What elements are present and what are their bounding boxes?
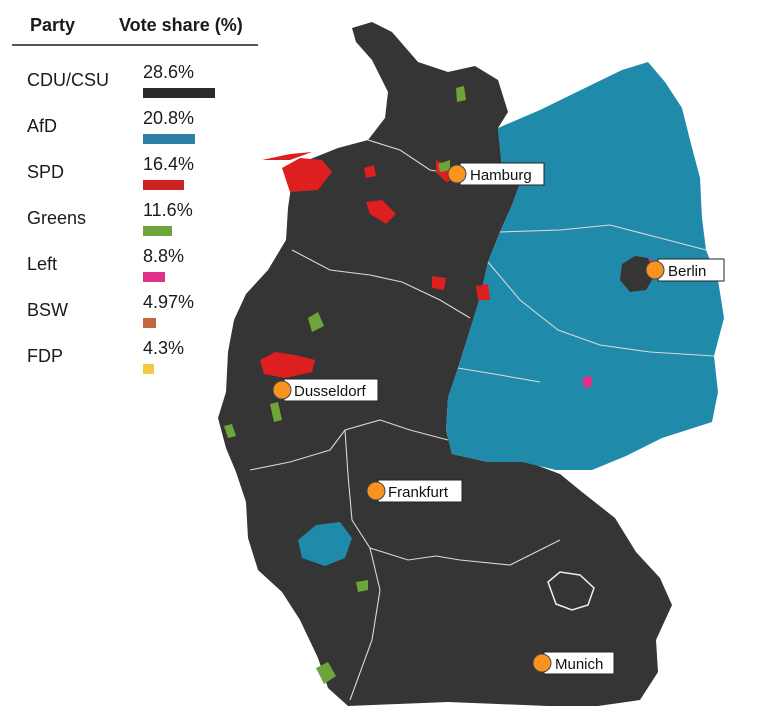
- map-regions-greens: [224, 86, 466, 684]
- vote-share-bar: [143, 180, 185, 190]
- vote-share-bar: [143, 272, 166, 282]
- legend-row-left: Left 8.8%: [12, 246, 262, 286]
- legend-row-afd: AfD 20.8%: [12, 108, 262, 148]
- city-label: Munich: [555, 656, 603, 673]
- city-marker: [532, 653, 552, 673]
- legend-row-spd: SPD 16.4%: [12, 154, 262, 194]
- vote-share-bar: [143, 134, 196, 144]
- party-vote-share: 11.6%: [143, 200, 193, 220]
- party-name: Left: [27, 254, 58, 274]
- vote-share-bar: [143, 226, 173, 236]
- city-marker: [447, 164, 467, 184]
- party-name: FDP: [27, 346, 63, 366]
- city-hamburg: Hamburg: [447, 162, 545, 186]
- party-vote-share: 4.97%: [143, 292, 195, 312]
- vote-share-bar: [143, 364, 154, 374]
- city-label: Dusseldorf: [294, 383, 367, 400]
- state-borders: [249, 139, 715, 701]
- party-name: CDU/CSU: [27, 70, 110, 90]
- party-name: AfD: [27, 116, 58, 136]
- berlin-area: [620, 256, 655, 292]
- legend-header: Party Vote share (%): [12, 12, 258, 46]
- city-label: Hamburg: [470, 167, 532, 184]
- party-name: BSW: [27, 300, 69, 320]
- legend-header-vote-share: Vote share (%): [119, 15, 243, 35]
- legend-header-party: Party: [30, 15, 76, 35]
- party-vote-share: 8.8%: [143, 246, 185, 266]
- party-name: SPD: [27, 162, 65, 182]
- party-vote-share: 20.8%: [143, 108, 195, 128]
- city-frankfurt: Frankfurt: [366, 479, 463, 503]
- city-munich: Munich: [532, 651, 615, 675]
- legend-row-fdp: FDP 4.3%: [12, 338, 262, 378]
- legend-row-greens: Greens 11.6%: [12, 200, 262, 240]
- party-vote-share: 16.4%: [143, 154, 195, 174]
- city-dusseldorf: Dusseldorf: [272, 378, 379, 402]
- city-marker: [272, 380, 292, 400]
- munich-city-outline: [547, 571, 595, 611]
- vote-share-bar: [143, 88, 215, 98]
- party-vote-share: 28.6%: [143, 62, 195, 82]
- vote-share-bar: [143, 318, 156, 328]
- city-label: Frankfurt: [388, 484, 449, 501]
- party-name: Greens: [27, 208, 87, 228]
- legend-row-bsw: BSW 4.97%: [12, 292, 262, 332]
- legend-row-cdu-csu: CDU/CSU 28.6%: [12, 62, 262, 102]
- map-region-afd: [298, 522, 352, 566]
- party-vote-share: 4.3%: [143, 338, 185, 358]
- city-berlin: Berlin: [645, 258, 725, 282]
- city-marker: [366, 481, 386, 501]
- city-marker: [645, 260, 665, 280]
- city-label: Berlin: [668, 263, 706, 280]
